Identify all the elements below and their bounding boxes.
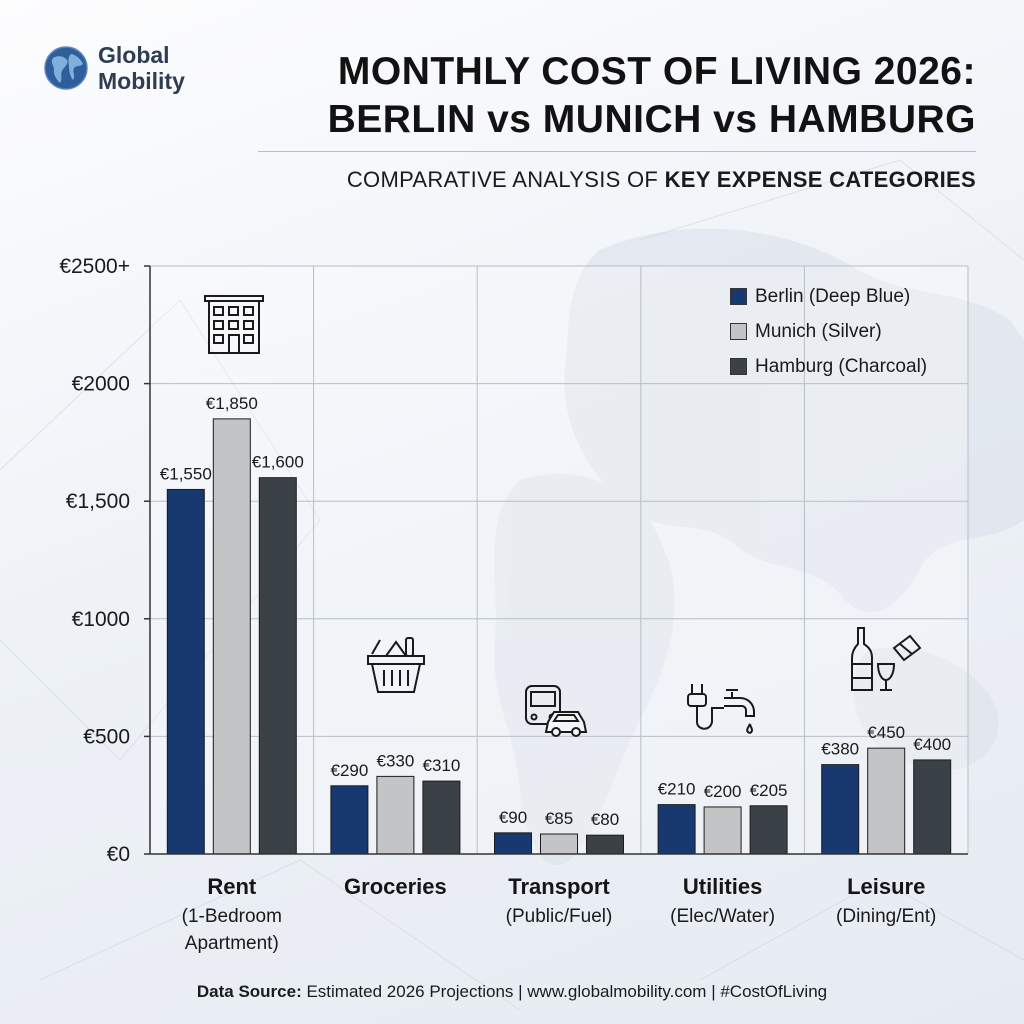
category-sublabel: (Dining/Ent) bbox=[836, 906, 936, 927]
category-label-leisure: Leisure bbox=[847, 874, 925, 899]
bar-berlin-utilities bbox=[657, 804, 696, 855]
value-label-munich-transport: €85 bbox=[545, 809, 573, 828]
value-label-hamburg-leisure: €400 bbox=[913, 735, 951, 754]
value-label-hamburg-transport: €80 bbox=[591, 810, 619, 829]
bar-berlin-leisure bbox=[821, 764, 860, 855]
category-label-rent: Rent bbox=[207, 874, 257, 899]
page-title: MONTHLY COST OF LIVING 2026: BERLIN vs M… bbox=[328, 48, 976, 144]
value-label-hamburg-rent: €1,600 bbox=[252, 453, 304, 472]
brand-name-line2: Mobility bbox=[98, 68, 185, 94]
bus-car-icon bbox=[525, 685, 588, 737]
category-label-groceries: Groceries bbox=[344, 874, 447, 899]
value-label-munich-groceries: €330 bbox=[376, 751, 414, 770]
globe-icon bbox=[44, 46, 88, 90]
legend-label-hamburg: Hamburg (Charcoal) bbox=[755, 355, 928, 377]
value-label-berlin-leisure: €380 bbox=[821, 740, 859, 759]
value-label-hamburg-groceries: €310 bbox=[422, 756, 460, 775]
value-label-munich-utilities: €200 bbox=[704, 782, 742, 801]
legend-item-munich: Munich (Silver) bbox=[730, 314, 927, 349]
legend-item-hamburg: Hamburg (Charcoal) bbox=[730, 349, 927, 384]
legend-swatch-berlin bbox=[730, 288, 747, 305]
building-icon bbox=[204, 295, 264, 354]
footer-label: Data Source: bbox=[196, 982, 302, 1001]
bar-hamburg-utilities bbox=[749, 805, 788, 855]
bar-hamburg-groceries bbox=[422, 780, 461, 855]
subtitle-bold: KEY EXPENSE CATEGORIES bbox=[664, 167, 976, 192]
bar-hamburg-transport bbox=[586, 834, 624, 855]
x-axis-labels: Rent (1-Bedroom Apartment) Groceries Transpo… bbox=[182, 874, 937, 954]
title-line-1: MONTHLY COST OF LIVING 2026: bbox=[337, 50, 976, 93]
subtitle: COMPARATIVE ANALYSIS OF KEY EXPENSE CATE… bbox=[347, 167, 976, 193]
value-label-berlin-utilities: €210 bbox=[658, 780, 696, 799]
category-sublabel: (Public/Fuel) bbox=[506, 906, 613, 927]
wine-ticket-icon bbox=[851, 627, 922, 691]
legend-swatch-munich bbox=[730, 323, 747, 340]
value-label-munich-rent: €1,850 bbox=[206, 394, 258, 413]
legend-swatch-hamburg bbox=[730, 358, 747, 375]
data-source-footer: Data Source: Estimated 2026 Projections … bbox=[0, 982, 1024, 1002]
bars bbox=[166, 418, 952, 855]
bar-berlin-groceries bbox=[330, 785, 369, 855]
value-labels: €1,550 €1,850 €1,600 €290 €330 €310 €90 €85 €80 €… bbox=[160, 394, 951, 829]
y-axis: €0 €500 €1000 €1,500 €2000 €2500+ bbox=[59, 255, 968, 866]
category-sublabel: Apartment) bbox=[185, 933, 279, 954]
category-label-transport: Transport bbox=[508, 874, 610, 899]
category-sublabel: (Elec/Water) bbox=[670, 906, 775, 927]
value-label-hamburg-utilities: €205 bbox=[750, 781, 788, 800]
bar-berlin-rent bbox=[166, 488, 205, 855]
y-tick-label: €0 bbox=[107, 843, 130, 866]
subtitle-prefix: COMPARATIVE ANALYSIS OF bbox=[346, 167, 665, 192]
y-tick-label: €500 bbox=[83, 725, 130, 748]
brand-logo: Global Mobility bbox=[44, 42, 185, 94]
plug-faucet-icon bbox=[687, 684, 755, 734]
bar-munich-rent bbox=[212, 418, 251, 855]
grocery-basket-icon bbox=[367, 637, 425, 693]
bar-berlin-transport bbox=[494, 832, 532, 855]
value-label-berlin-groceries: €290 bbox=[330, 761, 368, 780]
legend-label-munich: Munich (Silver) bbox=[755, 320, 882, 342]
bar-munich-groceries bbox=[376, 775, 415, 855]
category-sublabel: (1-Bedroom bbox=[182, 906, 282, 927]
bar-munich-transport bbox=[540, 833, 578, 855]
category-label-utilities: Utilities bbox=[683, 874, 762, 899]
legend-label-berlin: Berlin (Deep Blue) bbox=[755, 285, 911, 307]
y-tick-label: €1000 bbox=[72, 608, 130, 631]
bar-munich-leisure bbox=[867, 747, 906, 855]
y-tick-label: €2500+ bbox=[59, 255, 130, 278]
footer-text: Estimated 2026 Projections | www.globalm… bbox=[301, 982, 828, 1001]
value-label-berlin-transport: €90 bbox=[499, 808, 527, 827]
bar-hamburg-rent bbox=[258, 477, 297, 855]
brand-name-line1: Global bbox=[98, 42, 170, 68]
value-label-berlin-rent: €1,550 bbox=[160, 464, 212, 483]
y-tick-label: €2000 bbox=[72, 373, 130, 396]
y-tick-label: €1,500 bbox=[66, 490, 130, 513]
category-icons bbox=[204, 295, 922, 737]
title-divider bbox=[258, 151, 976, 152]
title-line-2: BERLIN vs MUNICH vs HAMBURG bbox=[327, 98, 976, 141]
legend-item-berlin: Berlin (Deep Blue) bbox=[730, 279, 927, 314]
bar-munich-utilities bbox=[703, 806, 742, 855]
bar-hamburg-leisure bbox=[913, 759, 952, 855]
legend: Berlin (Deep Blue) Munich (Silver) Hamburg… bbox=[730, 279, 927, 384]
value-label-munich-leisure: €450 bbox=[867, 723, 905, 742]
